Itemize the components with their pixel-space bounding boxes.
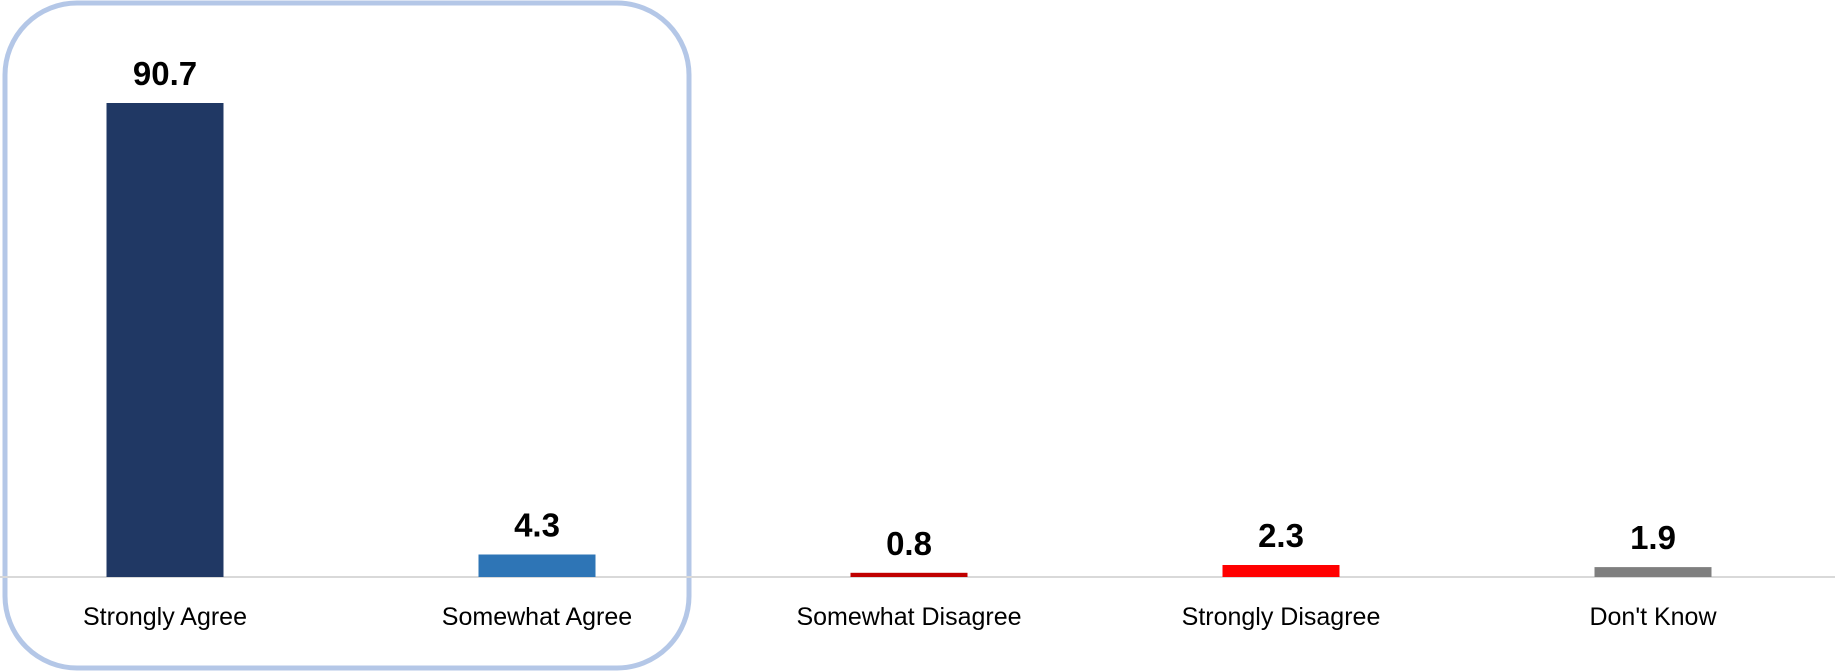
category-label-somewhat-agree: Somewhat Agree — [442, 603, 632, 631]
value-label-somewhat-disagree: 0.8 — [886, 525, 932, 562]
bar-don-t-know — [1594, 567, 1712, 577]
value-label-strongly-agree: 90.7 — [133, 55, 197, 92]
category-labels-group: Strongly Agree Somewhat Agree Somewhat Dis… — [83, 603, 1717, 631]
bar-somewhat-agree — [478, 554, 596, 577]
bar-strongly-disagree — [1222, 565, 1340, 577]
value-label-strongly-disagree: 2.3 — [1258, 517, 1304, 554]
bars-group — [106, 103, 1712, 577]
value-label-don-t-know: 1.9 — [1630, 519, 1676, 556]
category-label-strongly-agree: Strongly Agree — [83, 603, 247, 631]
bar-strongly-agree — [106, 103, 224, 577]
highlight-box — [2, 0, 692, 671]
category-label-somewhat-disagree: Somewhat Disagree — [796, 603, 1021, 631]
value-label-somewhat-agree: 4.3 — [514, 507, 560, 544]
value-labels-group: 90.7 4.3 0.8 2.3 1.9 — [133, 55, 1676, 562]
category-label-strongly-disagree: Strongly Disagree — [1182, 603, 1381, 631]
bar-somewhat-disagree — [850, 572, 968, 577]
category-label-don-t-know: Don't Know — [1589, 603, 1717, 631]
